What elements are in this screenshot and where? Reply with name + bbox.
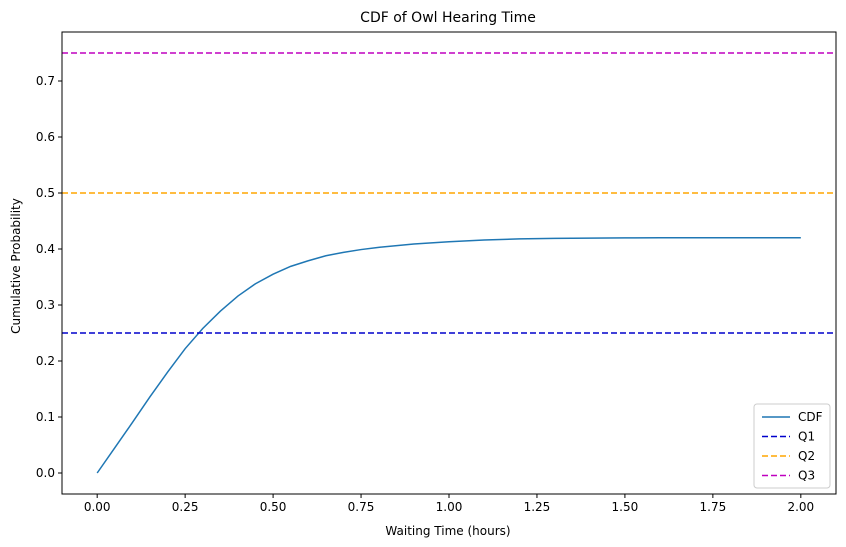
x-tick-label: 1.00 xyxy=(436,500,463,514)
y-tick-label: 0.3 xyxy=(36,298,55,312)
legend-box xyxy=(753,403,831,489)
y-tick-label: 0.7 xyxy=(36,74,55,88)
x-tick-label: 0.25 xyxy=(172,500,199,514)
y-tick-label: 0.5 xyxy=(36,186,55,200)
legend-label-cdf: CDF xyxy=(798,410,823,424)
x-tick-label: 2.00 xyxy=(787,500,814,514)
x-tick-label: 1.25 xyxy=(524,500,551,514)
x-tick-label: 0.75 xyxy=(348,500,375,514)
chart-title: CDF of Owl Hearing Time xyxy=(360,10,536,26)
legend-label-q2: Q2 xyxy=(798,449,815,463)
legend-label-q1: Q1 xyxy=(798,430,815,444)
y-tick-label: 0.6 xyxy=(36,130,55,144)
x-tick-label: 1.75 xyxy=(700,500,727,514)
x-tick-label: 1.50 xyxy=(612,500,639,514)
legend-label-q3: Q3 xyxy=(798,469,815,483)
x-axis-label: Waiting Time (hours) xyxy=(385,524,510,538)
y-axis-label: Cumulative Probability xyxy=(9,198,23,334)
y-tick-label: 0.4 xyxy=(36,242,55,256)
plot-frame xyxy=(61,31,837,495)
y-tick-label: 0.1 xyxy=(36,410,55,424)
y-tick-label: 0.2 xyxy=(36,354,55,368)
series-cdf-line xyxy=(96,237,801,474)
x-axis-ticks: 0.00 0.25 0.50 0.75 1.00 1.25 1.50 1.75 2.00 xyxy=(84,494,814,514)
x-tick-label: 0.50 xyxy=(260,500,287,514)
y-tick-label: 0.0 xyxy=(36,466,55,480)
legend: CDF Q1 Q2 Q3 xyxy=(753,403,831,489)
y-axis-ticks: 0.0 0.1 0.2 0.3 0.4 0.5 0.6 0.7 xyxy=(36,74,62,480)
x-tick-label: 0.00 xyxy=(84,500,111,514)
plot-area xyxy=(61,31,837,495)
